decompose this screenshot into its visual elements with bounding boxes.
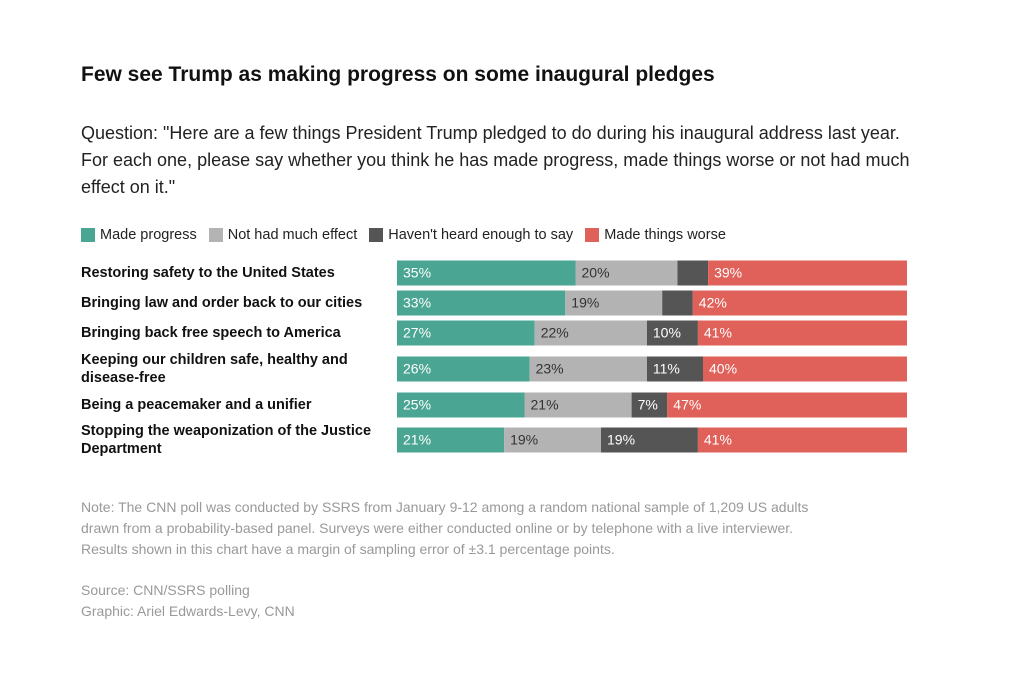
legend-item: Haven't heard enough to say bbox=[369, 227, 573, 243]
legend-label: Made progress bbox=[100, 227, 197, 243]
legend-swatch bbox=[585, 228, 600, 242]
legend: Made progress Not had much effect Haven't … bbox=[81, 227, 738, 243]
bar-segment bbox=[646, 320, 698, 346]
credit: Source: CNN/SSRS polling bbox=[81, 582, 250, 598]
bar-segment bbox=[677, 260, 709, 286]
bar-segment bbox=[504, 427, 601, 453]
note: Note: The CNN poll was conducted by SSRS… bbox=[81, 499, 809, 515]
data-label: 41% bbox=[704, 432, 732, 448]
data-label: 26% bbox=[403, 361, 431, 377]
bar-segment bbox=[397, 260, 576, 286]
chart-title: Few see Trump as making progress on some… bbox=[81, 63, 715, 86]
legend-label: Made things worse bbox=[604, 227, 726, 243]
legend-swatch bbox=[208, 228, 223, 242]
data-label: 20% bbox=[582, 265, 610, 281]
category-label: Bringing law and order back to our citie… bbox=[81, 295, 363, 311]
category-label: Restoring safety to the United States bbox=[81, 265, 335, 281]
bar-segment bbox=[397, 290, 566, 316]
data-label: 23% bbox=[536, 361, 564, 377]
data-label: 11% bbox=[653, 361, 680, 377]
data-label: 35% bbox=[403, 265, 431, 281]
bar-segment bbox=[575, 260, 678, 286]
note: Results shown in this chart have a margi… bbox=[81, 541, 615, 557]
data-label: 47% bbox=[673, 397, 701, 413]
legend-label: Haven't heard enough to say bbox=[388, 227, 574, 243]
bar-segment bbox=[662, 290, 693, 316]
data-label: 21% bbox=[403, 432, 431, 448]
legend-item: Made progress bbox=[81, 227, 197, 243]
bar-segment bbox=[397, 427, 505, 453]
data-label: 27% bbox=[403, 325, 431, 341]
legend-item: Not had much effect bbox=[208, 227, 358, 243]
category-label: Bringing back free speech to America bbox=[81, 325, 341, 341]
bar-segment bbox=[529, 356, 647, 382]
credit: Graphic: Ariel Edwards-Levy, CNN bbox=[81, 603, 295, 619]
legend-swatch bbox=[369, 228, 384, 242]
data-label: 19% bbox=[607, 432, 635, 448]
bar-segment bbox=[397, 320, 535, 346]
category-label: Keeping our children safe, healthy and d… bbox=[81, 352, 348, 386]
bar-segment bbox=[697, 427, 907, 453]
data-label: 41% bbox=[704, 325, 732, 341]
data-label: 40% bbox=[709, 361, 737, 377]
bar-segment bbox=[565, 290, 663, 316]
category-label: Being a peacemaker and a unifier bbox=[81, 397, 312, 413]
chart-subtitle: Question: "Here are a few things Preside… bbox=[81, 123, 910, 197]
bar-segment bbox=[697, 320, 907, 346]
data-label: 25% bbox=[403, 397, 431, 413]
data-label: 19% bbox=[510, 432, 538, 448]
note: drawn from a probability-based panel. Su… bbox=[81, 520, 794, 536]
data-label: 42% bbox=[699, 295, 727, 311]
legend-swatch bbox=[81, 228, 95, 242]
bar-segment bbox=[703, 356, 907, 382]
legend-label: Not had much effect bbox=[227, 227, 358, 243]
bar-segment bbox=[524, 392, 632, 418]
bar-segment bbox=[397, 356, 530, 382]
bar-segment bbox=[708, 260, 907, 286]
bar-segment bbox=[646, 356, 703, 382]
bar-segment bbox=[692, 290, 907, 316]
data-label: 39% bbox=[714, 265, 742, 281]
data-label: 21% bbox=[531, 397, 559, 413]
data-label: 7% bbox=[638, 397, 658, 413]
data-label: 19% bbox=[571, 295, 599, 311]
data-label: 10% bbox=[653, 325, 681, 341]
data-label: 22% bbox=[541, 325, 569, 341]
bar-segment bbox=[631, 392, 668, 418]
bar-segment bbox=[601, 427, 698, 453]
bar-segment bbox=[534, 320, 647, 346]
legend-item: Made things worse bbox=[585, 227, 726, 243]
bar-segment bbox=[397, 392, 525, 418]
category-label: Stopping the weaponization of the Justic… bbox=[81, 423, 372, 457]
bar-segment bbox=[667, 392, 907, 418]
data-label: 33% bbox=[403, 295, 431, 311]
